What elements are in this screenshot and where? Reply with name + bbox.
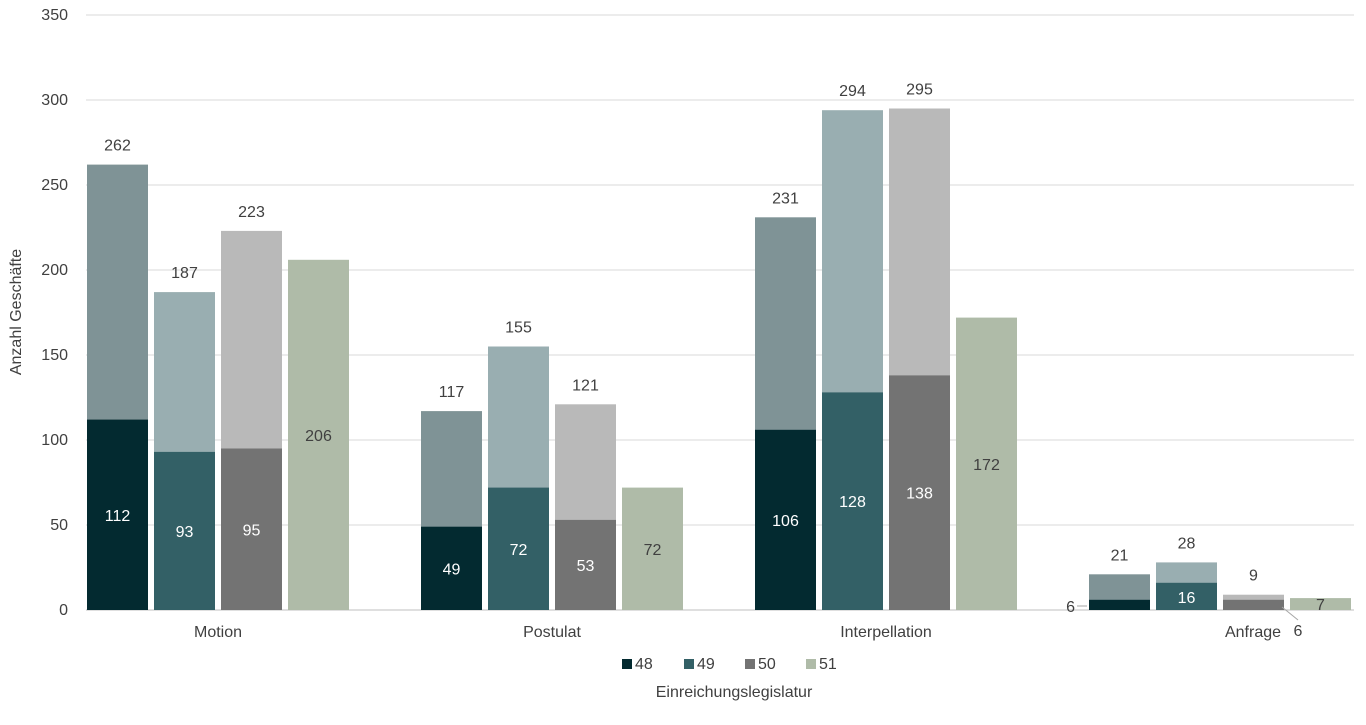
- total-label: 117: [439, 384, 465, 401]
- y-tick-label: 100: [41, 432, 68, 449]
- inner-label: 6: [1294, 623, 1303, 640]
- bar-segment: [1156, 582, 1217, 610]
- total-label: 231: [772, 190, 799, 207]
- x-axis-title: Einreichungslegislatur: [656, 684, 813, 701]
- bar-segment: [1089, 599, 1150, 610]
- y-tick-label: 250: [41, 177, 68, 194]
- total-label: 28: [1178, 535, 1196, 552]
- total-label: 262: [104, 138, 131, 155]
- bar-segment: [622, 487, 683, 610]
- legend-swatch: [806, 659, 816, 669]
- x-axis-categories: Motion Postulat Interpellation Anfrage: [194, 624, 1281, 641]
- total-label: 155: [505, 320, 532, 337]
- inner-label: 7: [1316, 597, 1325, 614]
- y-tick-label: 350: [41, 7, 68, 24]
- total-label: 121: [572, 377, 599, 394]
- category-label: Motion: [194, 624, 242, 641]
- legend-swatch: [684, 659, 694, 669]
- legend-swatch: [745, 659, 755, 669]
- inner-label: 93: [176, 524, 194, 541]
- bar-segment: [1290, 598, 1351, 610]
- total-label: 223: [238, 204, 265, 221]
- total-label: 294: [839, 83, 866, 100]
- inner-label: 172: [973, 457, 1000, 474]
- bar-segment: [87, 419, 148, 610]
- legend-label: 51: [819, 656, 837, 673]
- bar-segment: [555, 519, 616, 610]
- total-label: 21: [1111, 547, 1129, 564]
- legend-label: 49: [697, 656, 715, 673]
- category-label: Anfrage: [1225, 624, 1281, 641]
- bar-segment: [755, 429, 816, 610]
- legend-swatch: [622, 659, 632, 669]
- bar-segment: [288, 259, 349, 610]
- inner-label: 53: [577, 558, 595, 575]
- leader-line: [1281, 606, 1299, 621]
- y-tick-label: 150: [41, 347, 68, 364]
- inner-label: 138: [906, 486, 933, 503]
- bar-segment: [956, 317, 1017, 610]
- inner-label: 206: [305, 428, 332, 445]
- bar-segment: [822, 392, 883, 610]
- category-label: Postulat: [523, 624, 581, 641]
- inner-label: 72: [510, 542, 528, 559]
- bar-segment: [1223, 599, 1284, 610]
- y-tick-label: 50: [50, 517, 68, 534]
- legend-label: 50: [758, 656, 776, 673]
- bar-segment: [221, 448, 282, 610]
- y-axis-ticks: 0 50 100 150 200 250 300 350: [41, 7, 68, 619]
- inner-label: 49: [443, 561, 461, 578]
- bar-segment: [889, 375, 950, 610]
- bar-segment: [488, 487, 549, 610]
- legend: 48 49 50 51: [622, 656, 837, 673]
- bar-segment: [154, 451, 215, 610]
- total-label: 295: [906, 82, 933, 99]
- data-labels: 262 112 187 93 223 95 206 117 49 155 72 121 53 72 231 1…: [104, 82, 1325, 641]
- bar-segment: [421, 526, 482, 610]
- inner-label: 106: [772, 513, 799, 530]
- y-tick-label: 0: [59, 602, 68, 619]
- inner-label: 72: [644, 542, 662, 559]
- category-label: Interpellation: [840, 624, 932, 641]
- total-label: 9: [1249, 568, 1258, 585]
- inner-label: 95: [243, 522, 261, 539]
- y-axis-title: Anzahl Geschäfte: [8, 249, 25, 375]
- inner-label: 6: [1066, 599, 1075, 616]
- inner-label: 16: [1178, 590, 1196, 607]
- inner-label: 112: [105, 508, 131, 525]
- y-tick-label: 200: [41, 262, 68, 279]
- bars: [87, 108, 1351, 611]
- inner-label: 128: [839, 494, 866, 511]
- total-label: 187: [171, 265, 198, 282]
- y-tick-label: 300: [41, 92, 68, 109]
- legend-label: 48: [635, 656, 653, 673]
